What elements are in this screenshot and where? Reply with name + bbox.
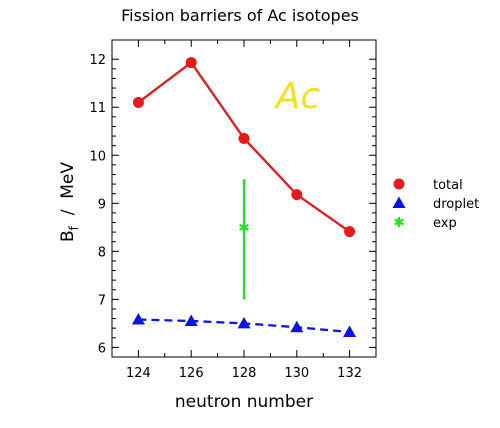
y-tick-label: 12 [89,53,106,68]
data-point-total [132,96,144,108]
x-tick-label: 126 [179,366,204,381]
data-point-total [238,132,250,144]
legend-label-exp: exp [433,216,457,231]
y-axis: 6 7 8 9 10 11 12 [89,53,376,356]
data-point-total [185,57,197,69]
legend-marker-droplet [392,196,406,208]
data-point-droplet [290,320,304,333]
x-tick-label: 130 [284,366,309,381]
legend-label-total: total [433,178,463,193]
data-point-droplet [343,325,357,338]
y-tick-label: 10 [89,149,106,164]
series-total [132,57,356,238]
x-axis: 124 126 128 130 132 [126,40,362,381]
y-axis-label-subscript: f [67,225,81,230]
legend: total droplet exp [392,178,479,231]
data-point-exp [239,222,249,233]
x-tick-label: 132 [337,366,362,381]
data-point-total [344,226,356,238]
series-droplet [131,313,357,338]
legend-label-droplet: droplet [433,197,479,212]
legend-marker-exp [394,217,404,227]
data-point-droplet [184,314,198,326]
y-axis-label-main: B [58,230,78,242]
legend-marker-total [393,178,405,190]
y-axis-label-unit: / MeV [58,162,78,226]
y-tick-label: 8 [98,245,106,260]
annotation-label: Ac [274,76,321,117]
chart-title: Fission barriers of Ac isotopes [121,6,359,25]
data-point-droplet [131,313,145,325]
x-tick-label: 124 [126,366,151,381]
data-point-droplet [237,316,251,329]
series-exp [239,179,249,300]
asterisk-stroke [394,218,404,226]
y-tick-label: 11 [89,101,106,116]
series-layer [131,57,357,338]
x-axis-label: neutron number [175,392,313,412]
y-tick-label: 9 [98,197,106,212]
y-tick-label: 7 [98,293,106,308]
asterisk-stroke [239,223,249,231]
data-point-total [291,189,303,201]
y-axis-label: Bf / MeV [58,162,81,242]
y-tick-label: 6 [98,341,106,356]
x-tick-label: 128 [232,366,257,381]
